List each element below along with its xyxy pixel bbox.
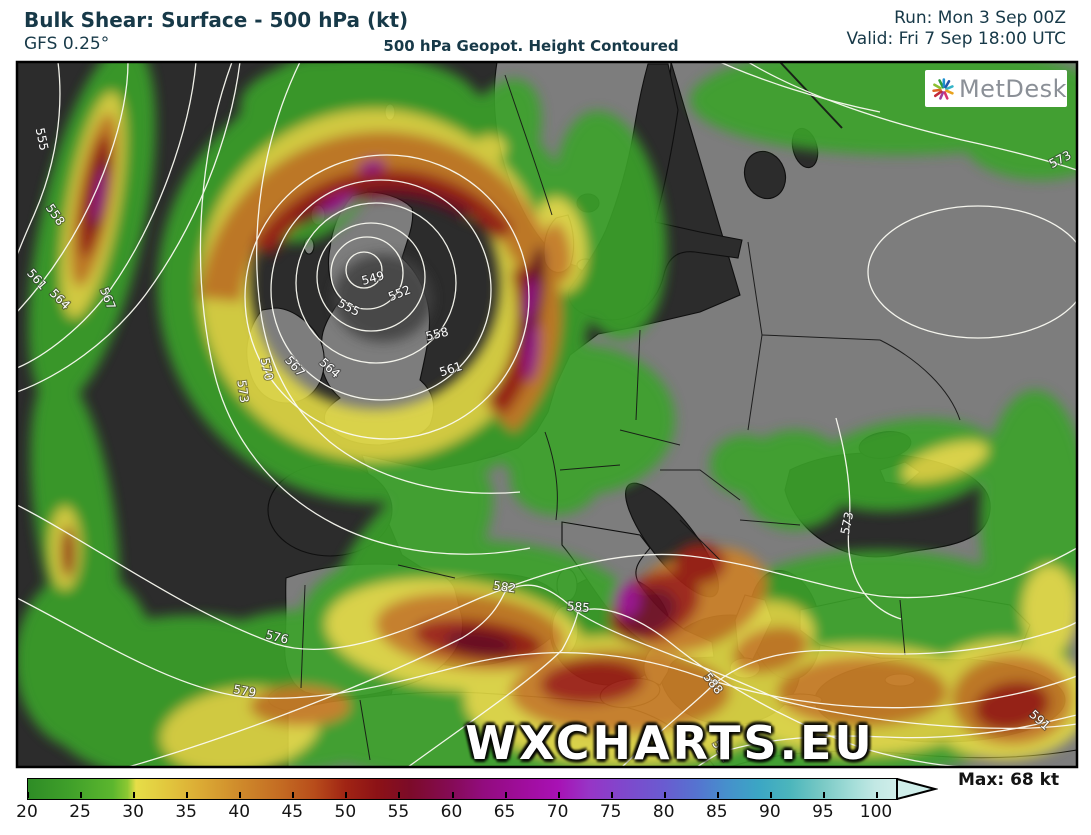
max-value-label: Max: 68 kt <box>958 770 1060 790</box>
contour-label: 558 <box>424 325 450 344</box>
colorbar-tick-label: 55 <box>387 802 410 822</box>
colorbar-tick-label: 40 <box>228 802 251 822</box>
colorbar-tick-label: 70 <box>546 802 569 822</box>
colorbar-tick-label: 75 <box>599 802 622 822</box>
height-contours <box>17 62 1077 767</box>
colorbar-tick <box>716 792 719 798</box>
colorbar-tick-label: 35 <box>175 802 198 822</box>
contour-label: 573 <box>838 511 856 536</box>
contour-label: 555 <box>33 127 51 152</box>
lake-ladoga <box>743 150 787 200</box>
colorbar-tick-label: 90 <box>759 802 781 822</box>
overlay-subtitle: 500 hPa Geopot. Height Contoured <box>383 37 679 55</box>
map-border <box>15 60 1079 769</box>
colorbar-tick <box>398 792 401 798</box>
contour-label: 585 <box>566 599 590 615</box>
colorbar-tick <box>451 792 454 798</box>
colorbar-tick-label: 45 <box>281 802 304 822</box>
page-title: Bulk Shear: Surface - 500 hPa (kt) <box>24 8 409 32</box>
colorbar-tick-label: 30 <box>122 802 144 822</box>
colorbar-tick <box>80 792 83 798</box>
colorbar-tick-label: 85 <box>705 802 728 822</box>
contour-label: 570 <box>258 357 276 382</box>
colorbar-tick-label: 80 <box>652 802 675 822</box>
colorbar-tick-label: 95 <box>812 802 834 822</box>
colorbar-tick <box>822 792 825 798</box>
colorbar-tick <box>27 792 29 798</box>
colorbar-tick-label: 25 <box>69 802 91 822</box>
colorbar-tick-label: 60 <box>440 802 463 822</box>
metdesk-logo-icon <box>932 77 954 100</box>
metdesk-logo-text: MetDesk <box>958 74 1067 103</box>
colorbar-tick-label: 50 <box>334 802 357 822</box>
shear-shading <box>17 62 1077 767</box>
colorbar-tick <box>292 792 295 798</box>
colorbar-tick <box>239 792 242 798</box>
colorbar-tick-label: 100 <box>859 802 893 822</box>
colorbar-tick <box>663 792 666 798</box>
colorbar <box>27 778 898 800</box>
colorbar-tick-label: 65 <box>493 802 516 822</box>
run-time-label: Run: Mon 3 Sep 00Z <box>894 8 1066 28</box>
contour-label: 573 <box>234 379 251 404</box>
watermark: WXCHARTS.EU <box>465 716 875 770</box>
colorbar-arrow <box>896 778 938 800</box>
contour-label: 576 <box>264 628 290 647</box>
colorbar-tick-label: 20 <box>16 802 38 822</box>
colorbar-tick <box>610 792 613 798</box>
colorbar-tick <box>557 792 560 798</box>
model-label: GFS 0.25° <box>24 34 110 54</box>
contour-label: 582 <box>492 579 517 596</box>
valid-time-label: Valid: Fri 7 Sep 18:00 UTC <box>846 29 1066 49</box>
contour-label: 549 <box>360 268 386 287</box>
colorbar-tick <box>186 792 189 798</box>
metdesk-logo: MetDesk <box>925 70 1067 107</box>
colorbar-gradient <box>27 778 898 800</box>
contour-label: 579 <box>232 682 257 700</box>
colorbar-tick <box>133 792 136 798</box>
colorbar-tick <box>769 792 772 798</box>
colorbar-tick <box>345 792 348 798</box>
colorbar-tick <box>876 792 878 798</box>
colorbar-tick <box>504 792 507 798</box>
